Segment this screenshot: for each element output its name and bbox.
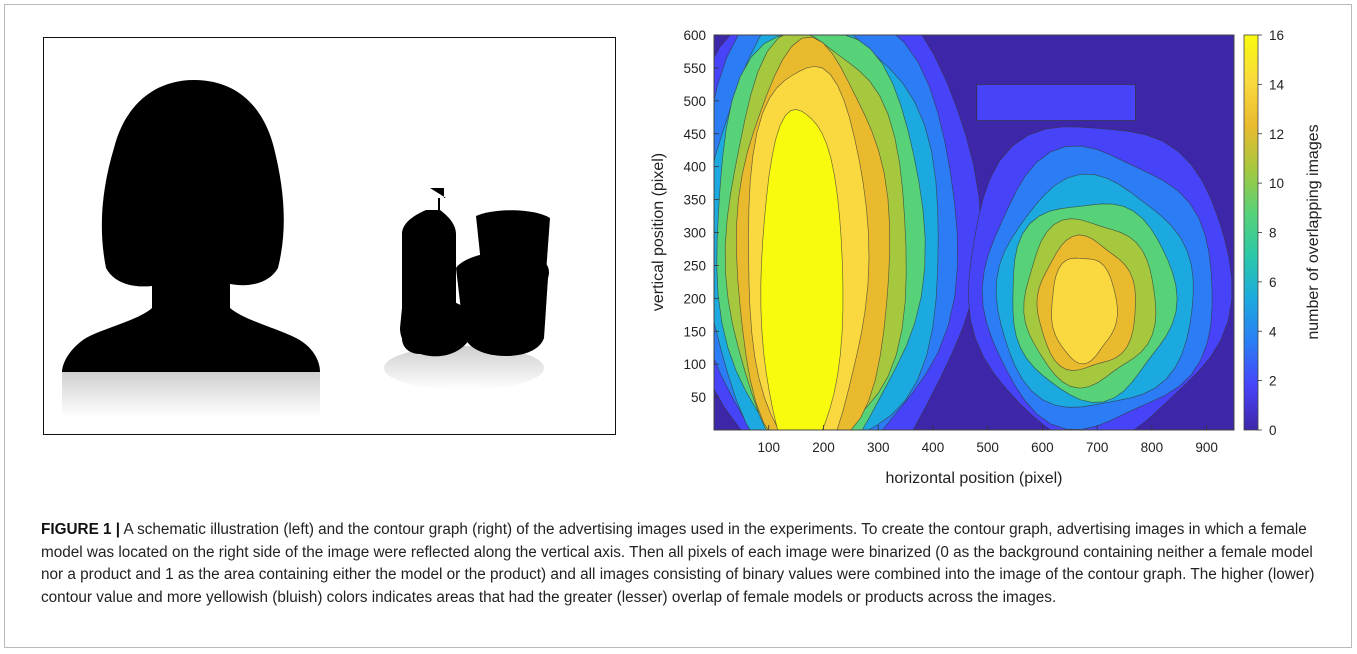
caption-text: A schematic illustration (left) and the … <box>41 521 1315 606</box>
colorbar-tick-label: 10 <box>1269 176 1284 191</box>
illustration-svg <box>62 80 550 417</box>
y-tick-label: 100 <box>683 357 706 372</box>
y-tick-label: 200 <box>683 291 706 306</box>
colorbar <box>1243 34 1259 431</box>
x-tick-label: 300 <box>867 440 890 455</box>
x-axis-ticks: 100 200 300 400 500 600 700 800 900 <box>757 425 1218 455</box>
y-tick-label: 300 <box>683 226 706 241</box>
contour-chart: 100 200 300 400 500 600 700 800 900 501001502002… <box>650 28 1322 487</box>
figure-frame: 100 200 300 400 500 600 700 800 900 50 100 150 200 2… <box>4 4 1352 648</box>
female-model-contour-level-16 <box>760 109 844 430</box>
x-tick-label: 400 <box>922 440 945 455</box>
colorbar-tick-label: 4 <box>1269 324 1277 339</box>
x-tick-label: 100 <box>757 440 780 455</box>
caption-label: FIGURE 1 | <box>41 521 121 538</box>
y-tick-label: 400 <box>683 160 706 175</box>
colorbar-tick-label: 14 <box>1269 77 1285 92</box>
colorbar-tick-label: 12 <box>1269 127 1284 142</box>
x-axis-label: horizontal position (pixel) <box>886 470 1063 487</box>
y-tick-label: 250 <box>683 258 706 273</box>
x-tick-label: 800 <box>1141 440 1164 455</box>
x-tick-label: 500 <box>976 440 999 455</box>
colorbar-tick-label: 0 <box>1269 423 1277 438</box>
y-tick-label: 150 <box>683 324 706 339</box>
colorbar-tick-label: 2 <box>1269 374 1277 389</box>
y-tick-label: 50 <box>691 390 706 405</box>
y-tick-label: 500 <box>683 94 706 109</box>
x-tick-label: 600 <box>1031 440 1054 455</box>
y-tick-label: 350 <box>683 193 706 208</box>
y-axis-label: vertical position (pixel) <box>650 153 667 311</box>
cosmetic-products-silhouette-icon <box>400 188 550 357</box>
schematic-illustration <box>43 37 616 435</box>
product-reflection <box>384 346 544 390</box>
y-axis-ticks: 50 100 150 200 250 300 350 400 450 500 550 600 <box>683 28 719 405</box>
x-tick-label: 700 <box>1086 440 1109 455</box>
y-tick-label: 600 <box>683 28 706 43</box>
product-contour-level-14 <box>1051 257 1118 365</box>
x-tick-label: 900 <box>1195 440 1218 455</box>
colorbar-tick-label: 6 <box>1269 275 1277 290</box>
female-model-silhouette-icon <box>62 80 320 372</box>
product-cap-contour <box>976 84 1136 121</box>
colorbar-ticks: 0 2 4 6 8 10 12 14 16 <box>1258 28 1285 438</box>
colorbar-tick-label: 16 <box>1269 28 1284 43</box>
y-tick-label: 550 <box>683 61 706 76</box>
y-tick-label: 450 <box>683 127 706 142</box>
colorbar-label: number of overlapping images <box>1305 124 1322 339</box>
figure-caption: FIGURE 1 | A schematic illustration (lef… <box>41 519 1336 609</box>
model-reflection <box>62 372 320 417</box>
colorbar-tick-label: 8 <box>1269 226 1277 241</box>
x-tick-label: 200 <box>812 440 835 455</box>
plot-area <box>714 35 1234 430</box>
